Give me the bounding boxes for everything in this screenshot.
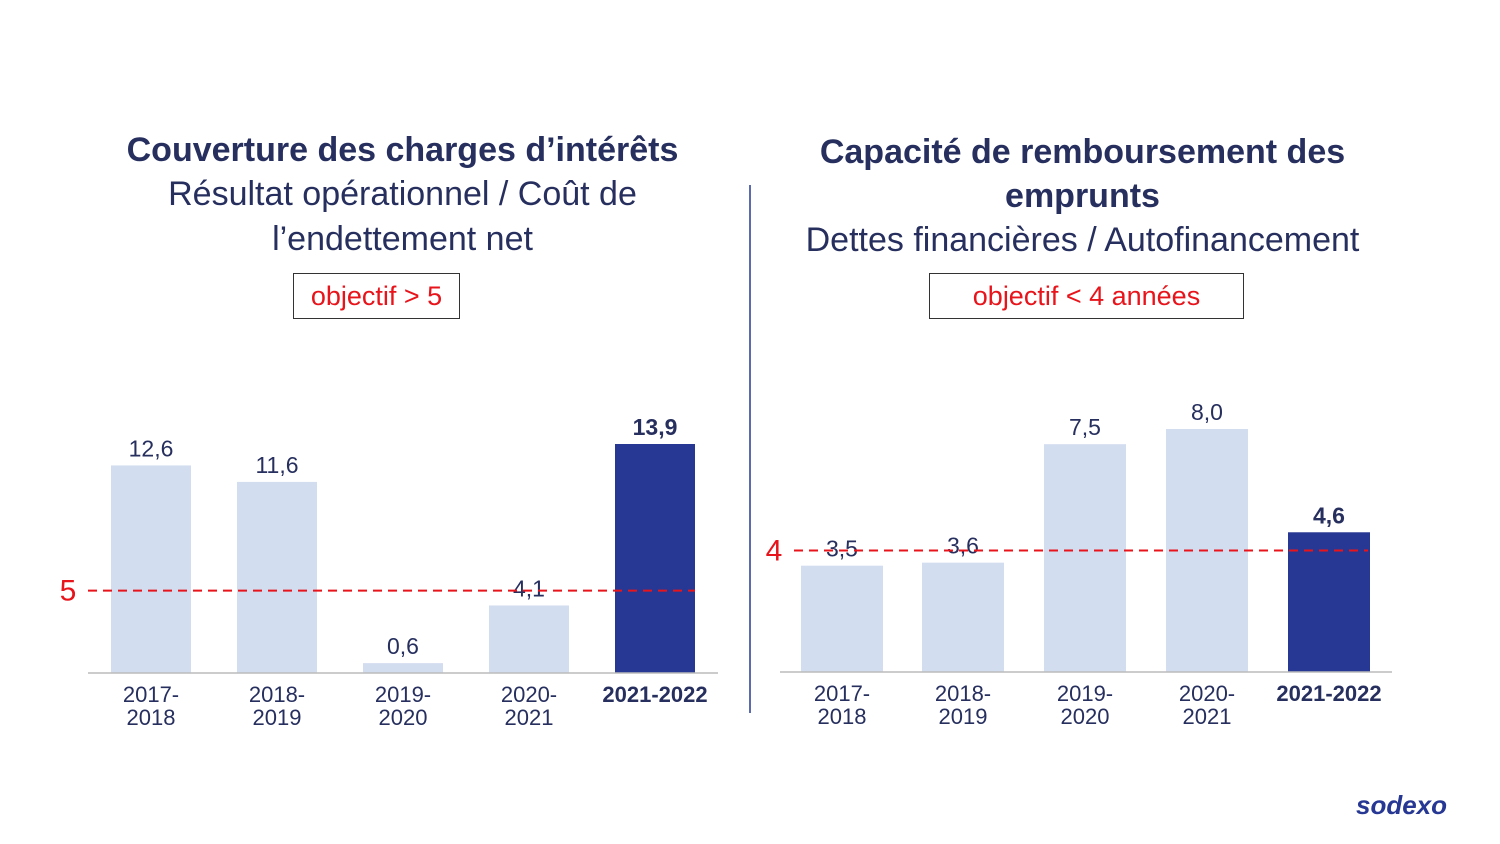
x-tick-label: 2021-2022 — [1276, 681, 1382, 706]
value-label: 4,1 — [513, 575, 545, 601]
value-label: 0,6 — [387, 633, 419, 659]
bar — [922, 562, 1004, 672]
value-label: 7,5 — [1069, 414, 1101, 440]
logo: sodexo — [1356, 790, 1448, 820]
x-tick-label: 2020-2021 — [1178, 681, 1236, 729]
x-tick-label: 2017-2018 — [813, 681, 871, 729]
target-label: 4 — [766, 535, 783, 568]
x-tick-label: 2019-2020 — [374, 682, 432, 730]
bar — [1044, 444, 1126, 672]
value-label: 3,5 — [826, 536, 858, 562]
bar — [615, 444, 695, 673]
chart-title: Couverture des charges d’intérêts — [126, 131, 679, 169]
bar — [363, 663, 443, 673]
objective: objectif < 4 années — [929, 273, 1244, 319]
target-label: 5 — [60, 575, 77, 608]
value-label: 8,0 — [1191, 399, 1223, 425]
x-tick-label: 2017-2018 — [122, 682, 180, 730]
bar — [489, 605, 569, 673]
x-tick-label: 2018-2019 — [934, 681, 992, 729]
x-tick-label: 2021-2022 — [602, 682, 708, 707]
bar — [237, 481, 317, 673]
chart-subtitle: Dettes financières / Autofinancement — [805, 221, 1360, 259]
bar — [1288, 532, 1370, 672]
chart-title-box: Capacité de remboursement des emprunts D… — [770, 130, 1395, 263]
x-tick-label: 2019-2020 — [1056, 681, 1114, 729]
value-label: 12,6 — [129, 435, 174, 461]
chart-title-box: Couverture des charges d’intérêts Résult… — [80, 128, 725, 262]
bar — [801, 565, 883, 672]
value-label: 13,9 — [633, 414, 678, 440]
bar — [111, 465, 191, 673]
x-tick-label: 2020-2021 — [500, 682, 558, 730]
chart-title: Capacité de remboursement des emprunts — [819, 133, 1346, 215]
objective: objectif > 5 — [293, 273, 460, 319]
value-label: 4,6 — [1313, 502, 1345, 528]
value-label: 3,6 — [947, 533, 979, 559]
value-label: 11,6 — [255, 452, 298, 478]
x-tick-label: 2018-2019 — [248, 682, 306, 730]
chart-subtitle: Résultat opérationnel / Coût de l’endett… — [168, 175, 637, 258]
